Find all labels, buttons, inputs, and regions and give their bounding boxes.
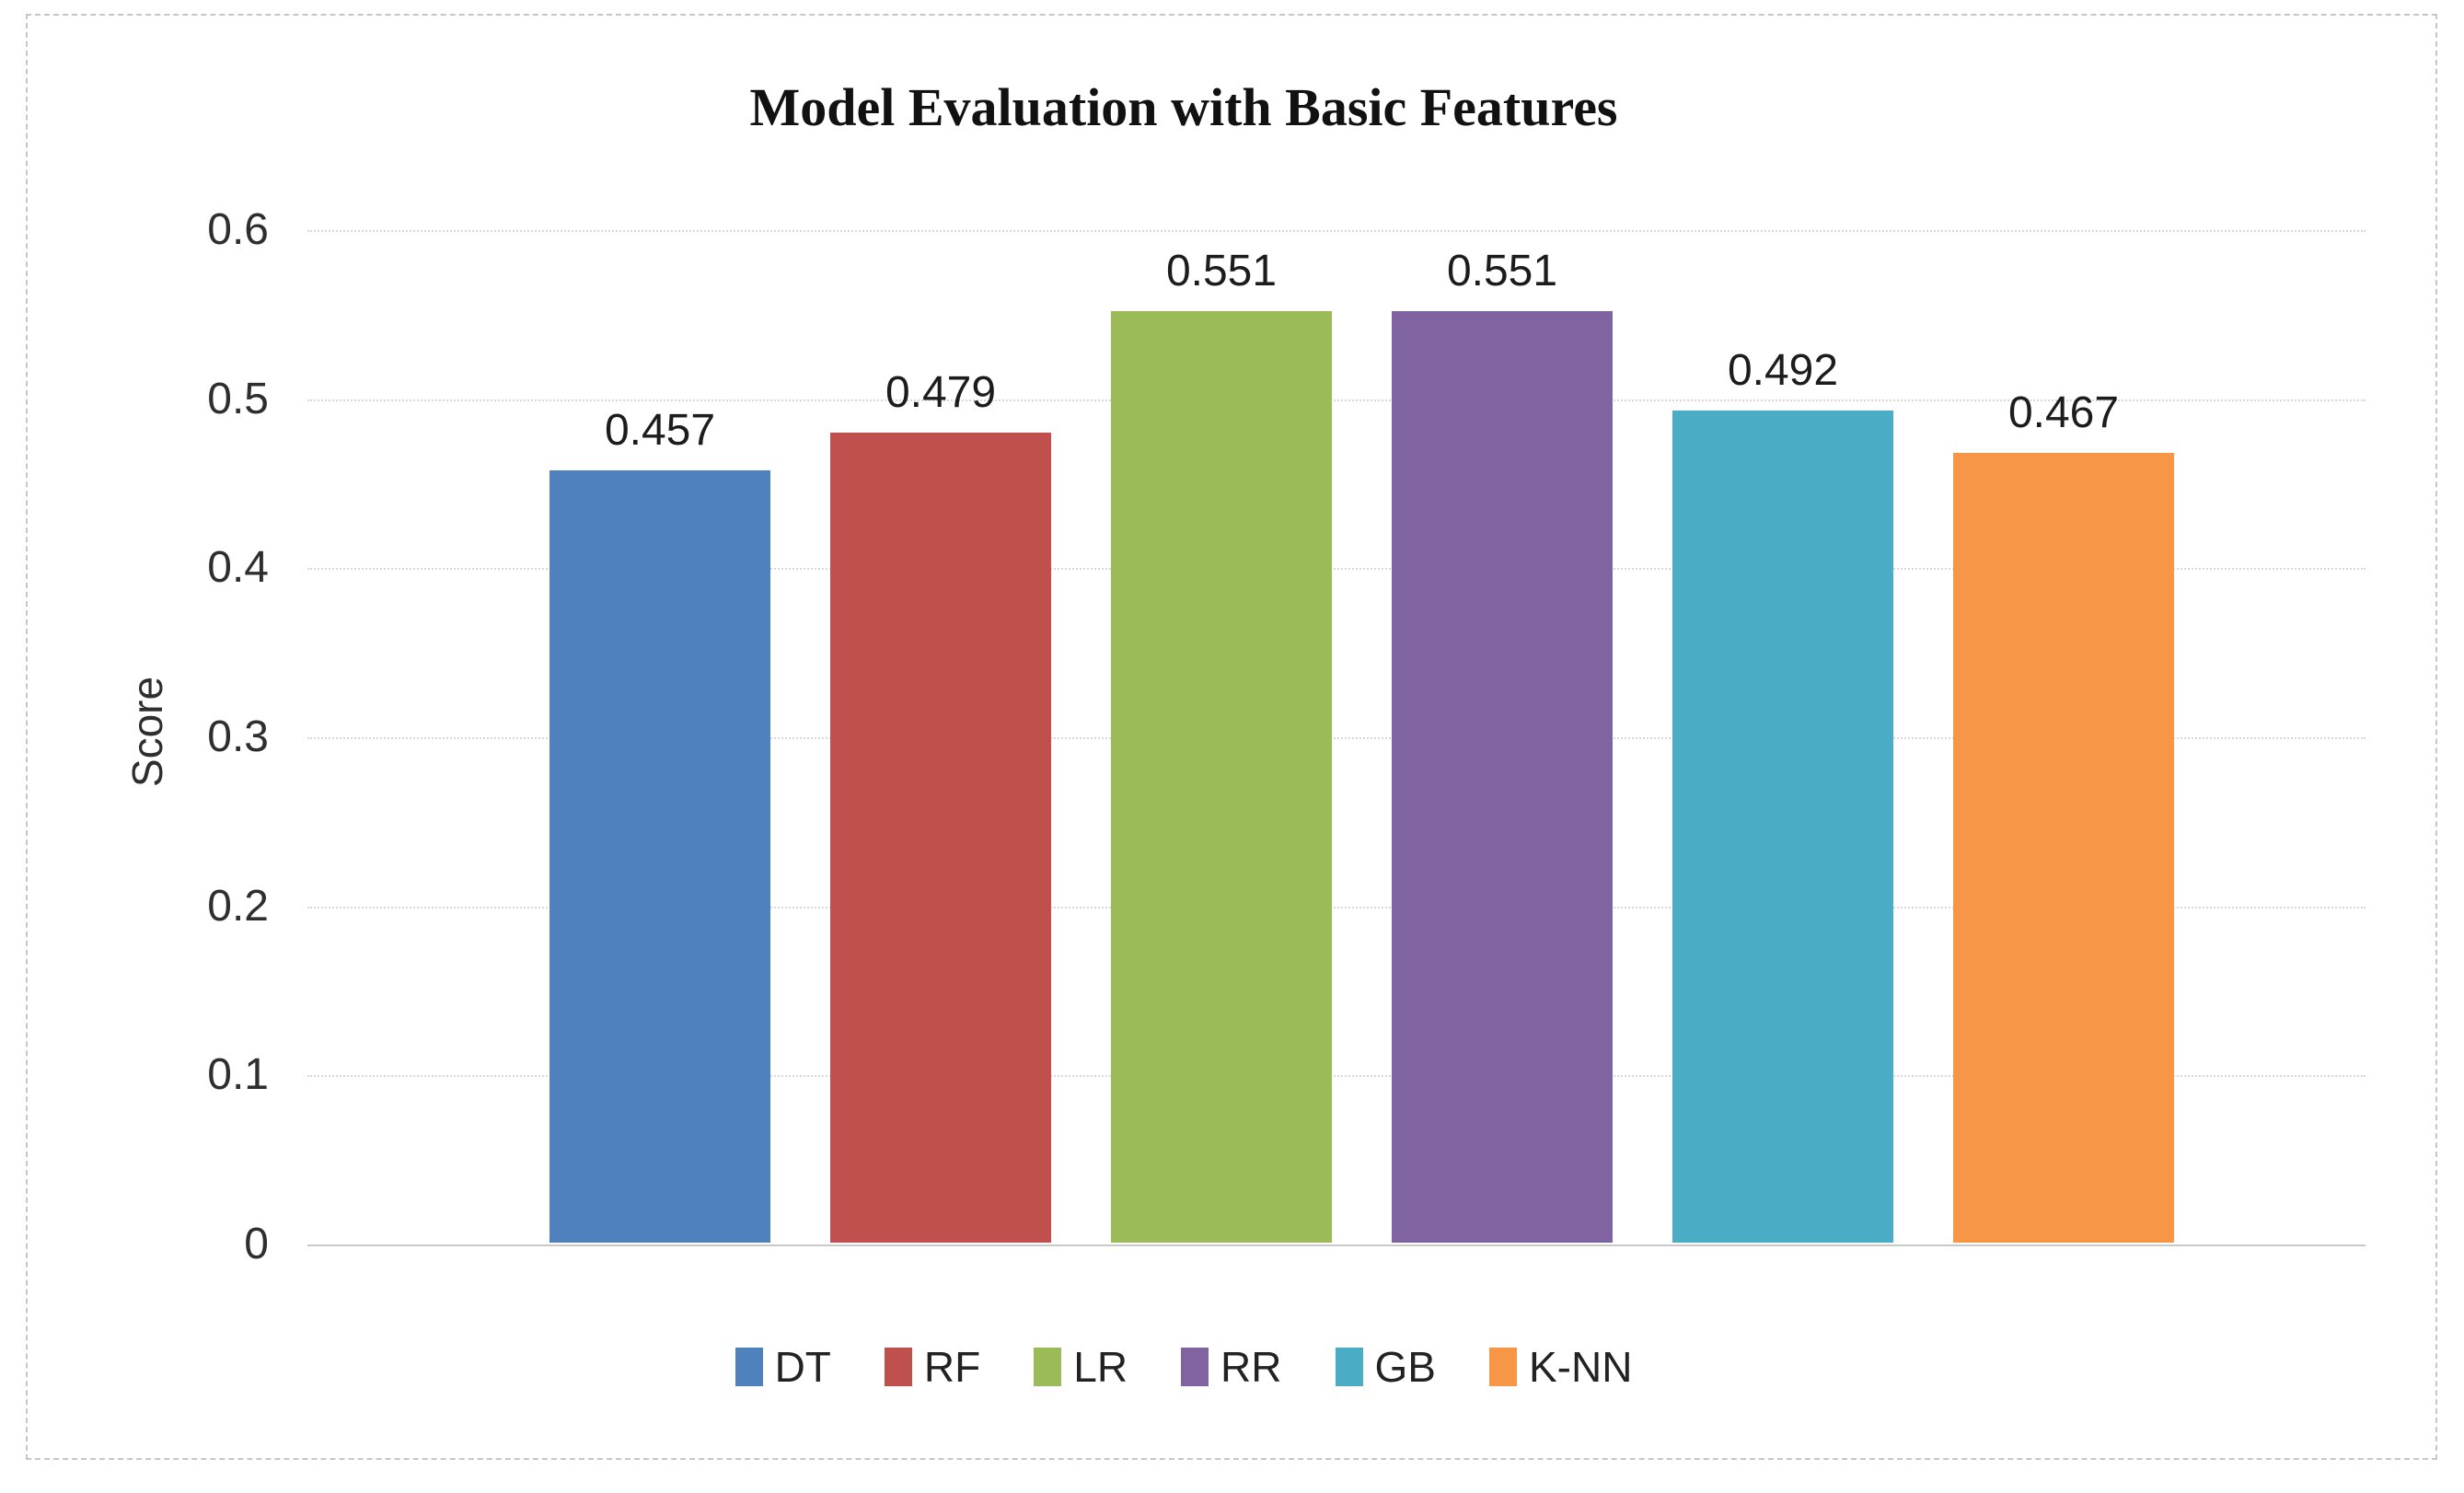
bar-RR: [1392, 311, 1613, 1243]
y-tick-label-0.2: 0.2: [207, 881, 269, 931]
gridline-y-0.1: [307, 1075, 2366, 1078]
legend-label-K-NN: K-NN: [1528, 1343, 1633, 1391]
gridline-y-0.3: [307, 737, 2366, 739]
bar-value-label-GB: 0.492: [1727, 346, 1839, 396]
legend-swatch-RR: [1181, 1348, 1209, 1386]
legend-swatch-DT: [735, 1348, 763, 1386]
legend-label-RF: RF: [923, 1343, 981, 1391]
legend-label-GB: GB: [1374, 1343, 1436, 1391]
chart-frame-border: [26, 14, 2437, 1460]
legend-item-K-NN: K-NN: [1488, 1343, 1633, 1391]
bar-value-label-LR: 0.551: [1165, 247, 1278, 295]
legend-swatch-GB: [1335, 1348, 1363, 1386]
y-tick-label-0.5: 0.5: [207, 374, 269, 423]
legend-label-LR: LR: [1073, 1343, 1128, 1391]
gridline-y-0.2: [307, 906, 2366, 909]
gridline-y-0.4: [307, 568, 2366, 571]
bar-GB: [1672, 411, 1893, 1243]
bar-RF: [830, 433, 1051, 1243]
legend-swatch-K-NN: [1488, 1348, 1517, 1386]
gridline-y-0: [307, 1244, 2366, 1246]
bar-DT: [549, 469, 770, 1243]
legend-item-DT: DT: [735, 1346, 831, 1388]
bar-value-label-RF: 0.479: [885, 368, 997, 418]
legend: DT RF LR RR GB K-NN: [0, 1346, 2367, 1388]
y-tick-label-0.4: 0.4: [207, 543, 269, 593]
y-tick-label-0: 0: [244, 1220, 269, 1268]
chart-title: Model Evaluation with Basic Features: [749, 77, 1618, 137]
legend-swatch-LR: [1034, 1348, 1062, 1386]
y-tick-label-0.6: 0.6: [207, 205, 269, 254]
legend-item-RF: RF: [884, 1343, 981, 1391]
legend-item-RR: RR: [1181, 1343, 1282, 1391]
legend-label-RR: RR: [1220, 1343, 1282, 1391]
y-tick-label-0.3: 0.3: [207, 712, 269, 761]
legend-swatch-RF: [884, 1348, 912, 1386]
plot-area: 0.457 0.479 0.551 0.551 0.492 0.467: [295, 230, 2366, 1246]
gridline-y-0.5: [307, 399, 2366, 401]
legend-item-GB: GB: [1335, 1343, 1436, 1391]
bar-value-label-DT: 0.457: [604, 405, 716, 455]
y-tick-label-0.1: 0.1: [207, 1050, 269, 1100]
gridline-y-0.6: [307, 230, 2366, 232]
legend-label-DT: DT: [774, 1343, 831, 1391]
bar-value-label-RR: 0.551: [1446, 247, 1558, 295]
legend-item-LR: LR: [1034, 1346, 1128, 1388]
bar-LR: [1111, 311, 1332, 1243]
bar-value-label-K-NN: 0.467: [2007, 388, 2120, 438]
bar-K-NN: [1953, 453, 2174, 1243]
